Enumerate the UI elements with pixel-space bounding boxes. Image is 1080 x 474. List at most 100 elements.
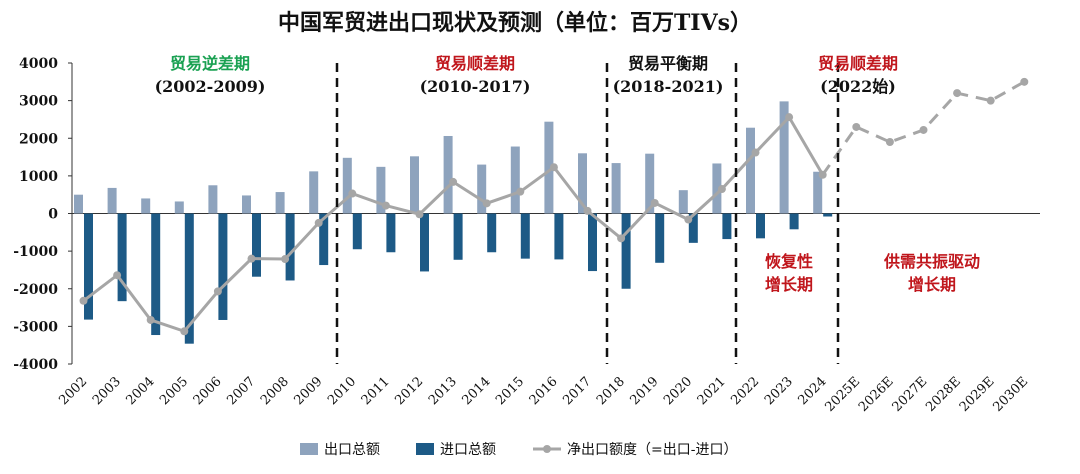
x-tick-label: 2019 xyxy=(628,374,662,408)
export-bar xyxy=(309,171,319,214)
export-bar xyxy=(410,156,419,214)
phase-label: 恢复性 xyxy=(765,252,813,271)
net-export-point xyxy=(213,287,222,296)
y-tick-label: 4000 xyxy=(19,56,58,72)
net-export-point xyxy=(247,254,256,263)
y-tick-label: -1000 xyxy=(13,244,58,260)
import-bar xyxy=(520,213,530,259)
net-export-point xyxy=(818,170,827,179)
x-tick-label: 2003 xyxy=(90,374,124,408)
y-tick-label: 2000 xyxy=(19,131,58,147)
x-tick-label: 2016 xyxy=(527,374,561,408)
net-export-point xyxy=(919,125,928,134)
phase-label: 增长期 xyxy=(908,275,956,294)
period-labels: 贸易逆差期 (2002-2009) 贸易顺差期 (2010-2017) 贸易平衡期 (20… xyxy=(155,54,898,96)
x-tick-label: 2013 xyxy=(426,374,460,408)
x-tick-label: 2004 xyxy=(124,374,158,408)
net-export-point xyxy=(79,296,88,305)
import-bar xyxy=(319,213,329,266)
period-dividers xyxy=(335,63,840,364)
net-export-point xyxy=(1020,77,1029,86)
x-tick-label: 2012 xyxy=(392,374,426,408)
export-bar xyxy=(141,198,151,214)
net-export-point xyxy=(852,122,861,131)
export-bar xyxy=(443,135,453,214)
import-bar xyxy=(688,213,698,243)
x-tick-label: 2018 xyxy=(594,374,628,408)
import-bar xyxy=(588,213,597,272)
net-export-point xyxy=(650,198,659,207)
net-export-line xyxy=(82,114,824,334)
net-export-point xyxy=(146,315,155,324)
export-bar xyxy=(208,185,218,214)
period-range: (2002-2009) xyxy=(155,77,266,96)
net-export-point xyxy=(516,187,525,196)
period-range: (2018-2021) xyxy=(613,77,724,96)
x-tick-label: 2028E xyxy=(923,374,964,415)
y-tick-label: -4000 xyxy=(13,357,58,373)
x-tick-label: 2006 xyxy=(191,374,225,408)
x-tick-label: 2008 xyxy=(258,374,292,408)
import-bar xyxy=(218,213,228,320)
import-bar xyxy=(184,213,194,344)
export-bar xyxy=(578,153,587,214)
export-bar xyxy=(107,187,117,214)
net-export-point xyxy=(180,327,189,336)
net-export-point xyxy=(549,163,558,172)
import-bar xyxy=(252,213,261,277)
y-tick-label: -3000 xyxy=(13,319,58,335)
x-tick-label: 2010 xyxy=(325,374,359,408)
import-bar xyxy=(621,213,631,289)
x-tick-label: 2025E xyxy=(822,374,863,415)
x-tick-label: 2015 xyxy=(493,374,527,408)
line-series xyxy=(79,77,1029,336)
period-name: 贸易顺差期 xyxy=(818,54,898,73)
legend: 出口总额 进口总额 净出口额度（=出口-进口） xyxy=(300,442,737,458)
legend-label-import: 进口总额 xyxy=(440,442,496,458)
legend-swatch-import xyxy=(416,443,434,455)
period-range: (2022始) xyxy=(820,77,896,96)
import-bar xyxy=(84,213,93,320)
x-tick-label: 2029E xyxy=(957,374,998,415)
x-tick-label: 2017 xyxy=(560,374,594,408)
export-bar xyxy=(275,192,285,214)
x-tick-label: 2022 xyxy=(728,374,762,408)
export-bar xyxy=(678,190,688,214)
x-tick-label: 2011 xyxy=(359,374,393,408)
x-tick-label: 2026E xyxy=(856,374,897,415)
x-axis: 2002 2003 2004 2005 2006 2007 2008 2009 2010 2011… xyxy=(56,374,1031,415)
export-bar xyxy=(611,163,621,214)
export-bar xyxy=(376,166,386,214)
period-name: 贸易顺差期 xyxy=(435,54,515,73)
x-tick-label: 2007 xyxy=(224,374,258,408)
net-export-point xyxy=(381,201,390,210)
x-tick-label: 2014 xyxy=(460,374,494,408)
period-range: (2010-2017) xyxy=(420,77,531,96)
net-export-point xyxy=(281,255,290,264)
x-tick-label: 2027E xyxy=(890,374,931,415)
export-bar xyxy=(746,127,755,214)
net-export-point xyxy=(785,113,794,122)
import-bar xyxy=(117,213,127,302)
phase-label: 增长期 xyxy=(765,275,813,294)
export-bar xyxy=(544,121,554,214)
import-bar xyxy=(554,213,564,260)
net-export-point xyxy=(717,185,726,194)
legend-label-net: 净出口额度（=出口-进口） xyxy=(567,442,737,458)
y-axis: 4000 3000 2000 1000 0 -1000 -2000 -3000 -4000 xyxy=(13,56,72,373)
export-bar xyxy=(342,157,352,214)
import-bar xyxy=(756,213,765,239)
net-export-point xyxy=(449,177,458,186)
export-bar xyxy=(242,195,251,214)
net-export-point xyxy=(583,206,592,215)
import-bar xyxy=(823,213,833,217)
import-bar xyxy=(453,213,463,260)
x-tick-label: 2020 xyxy=(661,374,695,408)
import-bar xyxy=(420,213,429,272)
net-export-point xyxy=(953,89,962,98)
x-tick-label: 2021 xyxy=(695,374,729,408)
export-bar xyxy=(510,146,520,214)
export-bar xyxy=(174,201,184,214)
net-export-point xyxy=(348,189,357,198)
